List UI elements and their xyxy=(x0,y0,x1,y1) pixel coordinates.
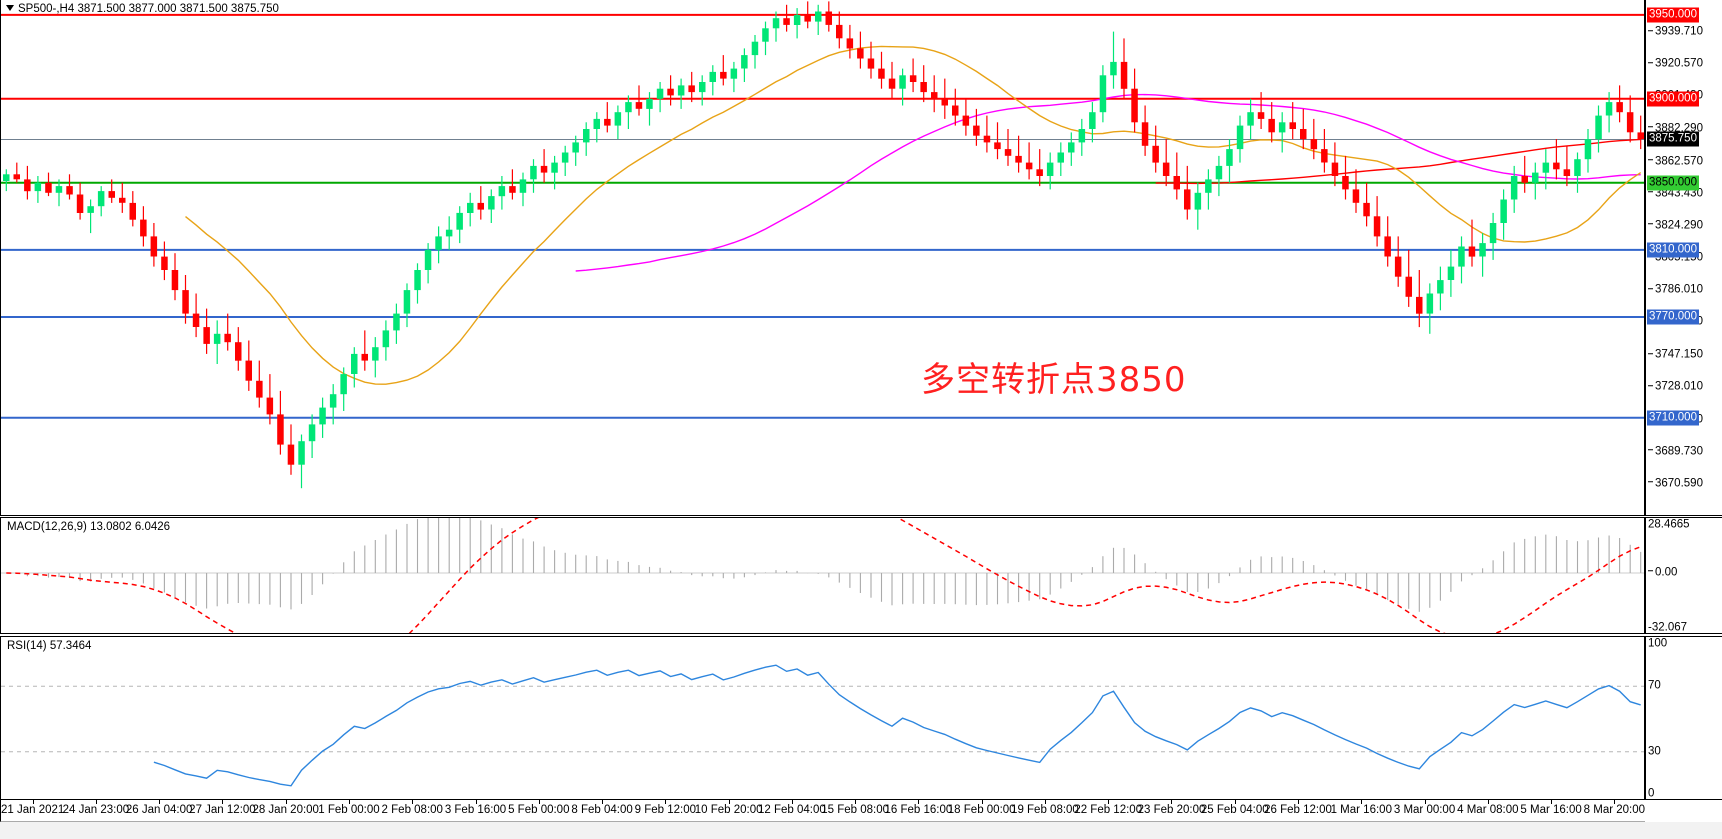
time-axis-tickmark xyxy=(1551,800,1553,804)
price-chart-panel[interactable] xyxy=(0,0,1645,516)
price-tick: 3843.430 xyxy=(1648,187,1703,200)
time-axis-label: 3 Feb 16:00 xyxy=(444,804,507,816)
macd-tick: -32.067 xyxy=(1648,621,1688,634)
time-axis-tickmark xyxy=(475,800,477,804)
time-axis-tickmark xyxy=(918,800,920,804)
rsi-tick: 100 xyxy=(1648,637,1668,650)
price-level-tag[interactable]: 3850.000 xyxy=(1647,175,1699,191)
time-axis-label: 26 Jan 04:00 xyxy=(125,804,193,816)
bottom-status-strip xyxy=(0,822,1722,839)
rsi-tick: 70 xyxy=(1648,679,1661,692)
time-axis-label: 2 Feb 08:00 xyxy=(381,804,443,816)
price-tick: 3939.710 xyxy=(1648,26,1703,38)
time-axis-tickmark xyxy=(665,800,667,804)
price-level-tag[interactable]: 3810.000 xyxy=(1647,242,1699,258)
rsi-plot-area[interactable] xyxy=(1,637,1644,799)
time-axis-label: 3 Mar 00:00 xyxy=(1393,804,1456,816)
macd-axis-scale[interactable]: 28.4665 0.00 -32.067 xyxy=(1645,517,1722,634)
time-axis-label: 9 Feb 12:00 xyxy=(634,804,697,816)
price-tick: 3920.570 xyxy=(1648,58,1703,71)
time-axis-tickmark xyxy=(95,800,97,804)
time-axis-label: 16 Feb 16:00 xyxy=(884,804,953,816)
time-axis-label: 28 Jan 20:00 xyxy=(252,804,319,816)
price-tick: 3862.570 xyxy=(1648,155,1703,168)
time-axis-tickmark xyxy=(1361,800,1363,804)
rsi-tick: 30 xyxy=(1648,745,1661,758)
price-tick: 3670.590 xyxy=(1648,477,1703,490)
time-axis-tickmark xyxy=(1298,800,1300,804)
time-axis-label: 26 Feb 12:00 xyxy=(1264,804,1332,816)
time-axis[interactable]: 21 Jan 2021 24 Jan 23:00 26 Jan 04:00 27 Ja… xyxy=(0,800,1645,822)
rsi-panel[interactable]: RSI(14) 57.3464 xyxy=(0,636,1645,800)
price-tick: 3728.010 xyxy=(1648,381,1703,394)
time-axis-tickmark xyxy=(222,800,224,804)
time-axis-label: 10 Feb 20:00 xyxy=(694,804,763,816)
time-axis-tickmark xyxy=(981,800,983,804)
chart-annotation-text: 多空转折点3850 xyxy=(921,360,1187,400)
time-axis-label: 4 Mar 08:00 xyxy=(1457,804,1519,816)
time-axis-label: 15 Feb 08:00 xyxy=(821,804,890,816)
time-axis-label: 23 Feb 20:00 xyxy=(1137,804,1206,816)
time-axis-tickmark xyxy=(1487,800,1489,804)
time-axis-label: 1 Mar 16:00 xyxy=(1330,804,1392,816)
time-axis-label: 21 Jan 2021 xyxy=(0,804,65,816)
price-level-tag[interactable]: 3950.000 xyxy=(1647,7,1699,23)
time-axis-tickmark xyxy=(791,800,793,804)
time-axis-tickmark xyxy=(538,800,540,804)
price-level-tag[interactable]: 3770.000 xyxy=(1647,309,1699,325)
time-axis-tickmark xyxy=(1234,800,1236,804)
time-axis-tickmark xyxy=(412,800,414,804)
time-axis-label: 5 Feb 00:00 xyxy=(508,804,570,816)
time-axis-label: 18 Feb 00:00 xyxy=(947,804,1016,816)
time-axis-tickmark xyxy=(1108,800,1110,804)
macd-tick: 0.00 xyxy=(1648,567,1677,579)
macd-tick: 28.4665 xyxy=(1648,518,1690,531)
macd-plot-area[interactable] xyxy=(1,518,1644,633)
time-axis-tickmark xyxy=(285,800,287,804)
time-axis-label: 1 Feb 00:00 xyxy=(318,804,380,816)
time-axis-tickmark xyxy=(32,800,34,804)
price-tick: 3882.290 xyxy=(1648,122,1703,135)
time-axis-tickmark xyxy=(855,800,857,804)
price-level-tag[interactable]: 3900.000 xyxy=(1647,91,1699,107)
time-axis-label: 22 Feb 12:00 xyxy=(1074,804,1143,816)
macd-panel[interactable]: MACD(12,26,9) 13.0802 6.0426 xyxy=(0,517,1645,634)
time-axis-tickmark xyxy=(1424,800,1426,804)
time-axis-tickmark xyxy=(1614,800,1616,804)
rsi-tick: 0 xyxy=(1648,787,1655,800)
chart-header: SP500-,H4 3871.500 3877.000 3871.500 387… xyxy=(6,3,279,15)
time-axis-tickmark xyxy=(348,800,350,804)
time-axis-label: 24 Jan 23:00 xyxy=(62,804,130,816)
chart-header-text: SP500-,H4 3871.500 3877.000 3871.500 387… xyxy=(18,3,279,15)
rsi-label: RSI(14) 57.3464 xyxy=(7,640,92,652)
rsi-axis-scale[interactable]: 100 70 30 0 xyxy=(1645,636,1722,800)
time-axis-label: 25 Feb 04:00 xyxy=(1200,804,1269,816)
price-plot-area[interactable] xyxy=(1,0,1644,515)
time-axis-label: 12 Feb 04:00 xyxy=(757,804,826,816)
price-level-tag[interactable]: 3875.750 xyxy=(1647,131,1699,147)
time-axis-tickmark xyxy=(1171,800,1173,804)
time-axis-tickmark xyxy=(1044,800,1046,804)
price-tick: 3689.730 xyxy=(1648,445,1703,458)
time-axis-tickmark xyxy=(728,800,730,804)
price-tick: 3824.290 xyxy=(1648,219,1703,232)
time-axis-tickmark xyxy=(602,800,604,804)
time-axis-label: 19 Feb 08:00 xyxy=(1011,804,1079,816)
price-axis-scale[interactable]: 3939.7103920.5703901.4303882.2903862.570… xyxy=(1645,0,1722,516)
macd-label: MACD(12,26,9) 13.0802 6.0426 xyxy=(7,521,171,533)
time-axis-corner xyxy=(1645,800,1722,822)
time-axis-label: 8 Feb 04:00 xyxy=(571,804,633,816)
triangle-down-icon[interactable] xyxy=(6,4,14,11)
price-tick: 3786.010 xyxy=(1648,284,1703,296)
time-axis-label: 5 Mar 16:00 xyxy=(1520,804,1582,816)
time-axis-label: 27 Jan 12:00 xyxy=(189,804,256,816)
time-axis-tickmark xyxy=(159,800,161,804)
price-tick: 3747.150 xyxy=(1648,349,1703,362)
time-axis-label: 8 Mar 20:00 xyxy=(1583,804,1646,816)
price-level-tag[interactable]: 3710.000 xyxy=(1647,410,1699,426)
